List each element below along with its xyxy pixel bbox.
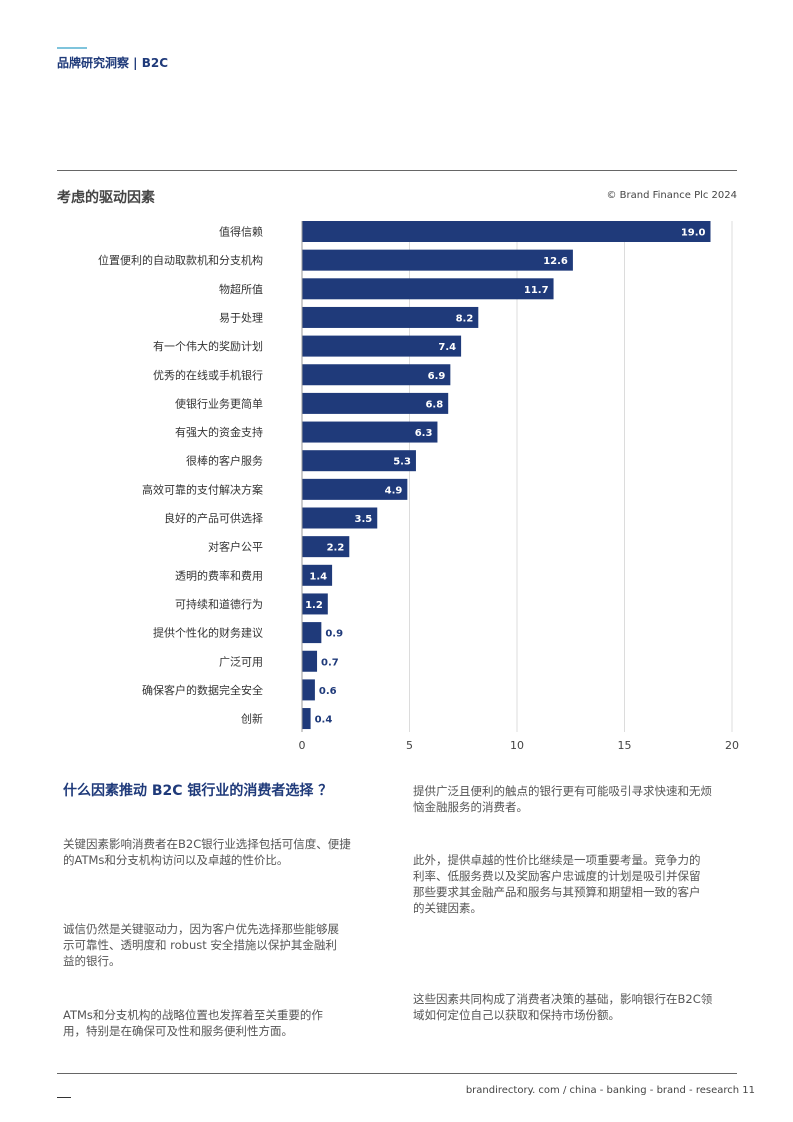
category-label: 位置便利的自动取款机和分支机构 <box>98 253 263 267</box>
article-heading: 什么因素推动 B2C 银行业的消费者选择 ？ <box>63 783 333 799</box>
bar <box>302 335 462 357</box>
driver-bar-chart: 0 5 10 15 20 值得信赖 19.0 位置便利的自动取款机和分支机构 12.6 物超所值 1… <box>98 221 739 752</box>
bar <box>302 364 451 386</box>
top-divider <box>57 170 737 171</box>
data-label: 11.7 <box>524 285 549 296</box>
left-paragraph-1: 关键因素影响消费者在B2C银行业选择包括可信度、便捷的ATMs和分支机构访问以及… <box>63 837 351 867</box>
bar <box>302 507 378 529</box>
category-label: 可持续和道德行为 <box>175 597 263 611</box>
left-paragraph-3: ATMs和分支机构的战略位置也发挥着至关重要的作用，特别是在确保可及性和服务便利… <box>63 1008 323 1038</box>
bar <box>302 564 333 586</box>
bar <box>302 622 322 644</box>
category-label: 使银行业务更简单 <box>175 396 263 410</box>
data-label: 1.4 <box>309 571 327 582</box>
data-label: 0.7 <box>321 657 339 668</box>
data-label: 2.2 <box>327 543 345 554</box>
bar <box>302 221 711 242</box>
x-tick-label: 15 <box>618 739 632 752</box>
category-label: 很棒的客户服务 <box>186 454 263 468</box>
category-label: 有一个伟大的奖励计划 <box>153 339 263 353</box>
data-label: 12.6 <box>543 256 568 267</box>
bar <box>302 249 573 271</box>
section-label: 品牌研究洞察 | B2C <box>57 56 169 70</box>
data-label: 6.8 <box>425 399 443 410</box>
left-paragraph-2: 诚信仍然是关键驱动力，因为客户优先选择那些能够展示可靠性、透明度和 robust… <box>63 922 339 968</box>
right-paragraph-3: 这些因素共同构成了消费者决策的基础，影响银行在B2C领域如何定位自己以获取和保持… <box>413 992 713 1022</box>
data-label: 0.4 <box>315 715 333 726</box>
x-tick-label: 10 <box>510 739 524 752</box>
category-label: 物超所值 <box>219 282 263 296</box>
copyright-notice: © Brand Finance Plc 2024 <box>606 190 737 201</box>
category-label: 提供个性化的财务建议 <box>153 626 263 640</box>
data-label: 6.9 <box>428 371 446 382</box>
bar <box>302 278 554 300</box>
category-label: 确保客户的数据完全安全 <box>142 683 263 697</box>
x-tick-label: 20 <box>725 739 739 752</box>
category-label: 良好的产品可供选择 <box>164 511 263 525</box>
category-label: 易于处理 <box>219 311 263 324</box>
data-label: 0.9 <box>325 629 343 640</box>
bar <box>302 708 311 730</box>
data-label: 3.5 <box>355 514 373 525</box>
bar <box>302 536 350 558</box>
x-tick-label: 5 <box>406 739 413 752</box>
category-label: 优秀的在线或手机银行 <box>153 368 263 382</box>
data-label: 1.2 <box>305 600 323 611</box>
category-label: 对客户公平 <box>208 540 263 554</box>
data-label: 19.0 <box>681 228 706 239</box>
data-label: 7.4 <box>438 342 456 353</box>
right-paragraph-1: 提供广泛且便利的触点的银行更有可能吸引寻求快速和无烦恼金融服务的消费者。 <box>413 784 712 814</box>
category-label: 值得信赖 <box>219 226 263 239</box>
data-label: 8.2 <box>456 313 474 324</box>
data-label: 0.6 <box>319 686 337 697</box>
category-label: 创新 <box>241 712 263 726</box>
category-label: 透明的费率和费用 <box>175 568 263 582</box>
footer-url: brandirectory. com / china - banking - b… <box>465 1085 755 1096</box>
bottom-divider <box>57 1073 737 1074</box>
x-tick-label: 0 <box>299 739 306 752</box>
bar <box>302 593 328 615</box>
bar <box>302 421 438 443</box>
bar <box>302 306 479 328</box>
footer-dash <box>57 1097 71 1098</box>
chart-title: 考虑的驱动因素 <box>57 190 155 206</box>
bar <box>302 450 416 472</box>
bar <box>302 478 408 500</box>
bar <box>302 679 315 701</box>
right-paragraph-2: 此外，提供卓越的性价比继续是一项重要考量。竞争力的利率、低服务费以及奖励客户忠诚… <box>413 853 701 915</box>
category-label: 高效可靠的支付解决方案 <box>142 482 263 496</box>
data-label: 6.3 <box>415 428 433 439</box>
data-label: 5.3 <box>393 457 411 468</box>
bar <box>302 650 318 672</box>
category-label: 广泛可用 <box>219 655 263 668</box>
data-label: 4.9 <box>385 485 403 496</box>
header-accent-line <box>57 47 87 49</box>
category-label: 有强大的资金支持 <box>175 425 263 439</box>
bar <box>302 392 449 414</box>
